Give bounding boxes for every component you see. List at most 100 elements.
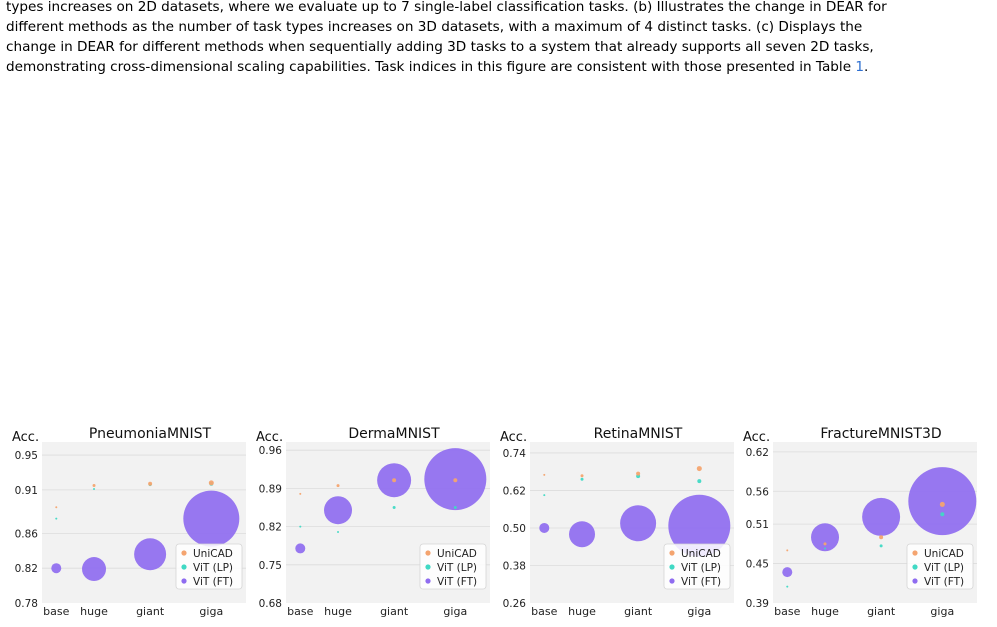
chart-title: FractureMNIST3D [820,426,941,442]
data-point [51,563,62,574]
data-point [183,490,240,547]
y-axis-label: Acc. [743,430,770,445]
data-point [295,543,306,554]
data-point [879,535,884,540]
x-tick-label: giant [867,605,896,618]
data-point [82,557,107,582]
legend-box [175,543,243,590]
legend-label: ViT (FT) [681,576,721,588]
data-point [134,538,167,571]
data-point [940,512,945,517]
caption-line: different methods as the number of task … [6,19,863,35]
caption-period: . [864,59,869,75]
x-tick-label: giga [687,605,711,618]
y-tick-label: 0.89 [259,483,282,495]
data-point [939,501,945,507]
y-tick-label: 0.50 [503,523,526,535]
charts-svg: 0.78 0.82 0.86 0.91 0.95 Acc. PneumoniaMNIST ba… [12,426,977,618]
data-point [811,523,840,552]
legend-label: ViT (FT) [437,576,477,588]
legend-marker [181,564,187,570]
x-tick-label: giga [199,605,223,618]
chart-panel: 0.26 0.38 0.50 0.62 0.74 Acc. RetinaMNIST base h… [500,426,734,618]
x-tick-label: base [774,605,800,618]
x-tick-label: giant [624,605,653,618]
legend-marker [669,550,675,556]
legend-label: UniCAD [193,548,233,560]
y-tick-label: 0.56 [746,486,770,498]
data-point [782,567,793,578]
legend-label: UniCAD [924,548,964,560]
data-point [392,478,397,483]
x-tick-label: base [287,605,313,618]
y-tick-label: 0.86 [15,528,39,540]
y-tick-label: 0.82 [259,522,282,534]
data-point [823,542,827,546]
y-axis-label: Acc. [500,430,527,445]
legend-label: UniCAD [681,548,721,560]
legend-label: ViT (LP) [193,562,233,574]
chart-title: RetinaMNIST [594,426,683,442]
x-tick-label: giant [380,605,409,618]
data-point [824,547,827,550]
chart-title: PneumoniaMNIST [89,426,212,442]
x-tick-label: huge [568,605,596,618]
y-tick-label: 0.82 [15,563,38,575]
legend-box [906,543,974,590]
data-point [337,531,340,534]
legend-marker [425,564,431,570]
y-tick-label: 0.62 [503,485,526,497]
chart-panel: 0.78 0.82 0.86 0.91 0.95 Acc. PneumoniaMNIST ba… [12,426,246,618]
legend-box [419,543,487,590]
y-tick-label: 0.74 [503,448,527,460]
data-point [453,478,458,483]
legend-marker [912,578,918,584]
y-tick-label: 0.75 [259,560,282,572]
x-tick-label: giga [443,605,467,618]
data-point [392,505,396,509]
y-tick-label: 0.96 [259,445,283,457]
data-point [580,477,584,481]
data-point [543,473,546,476]
y-axis-label: Acc. [256,430,283,445]
data-point [539,522,550,533]
data-point [569,521,596,548]
legend-marker [181,578,187,584]
y-tick-label: 0.62 [746,447,769,459]
x-tick-label: giant [136,605,165,618]
y-tick-label: 0.91 [15,485,38,497]
table-reference-link[interactable]: 1 [855,59,865,75]
legend-marker [669,578,675,584]
data-point [862,497,901,536]
y-tick-label: 0.26 [503,598,527,610]
data-point [620,505,657,542]
data-point [543,494,546,497]
caption-line: types increases on 2D datasets, where we… [6,0,887,15]
data-point [55,506,58,509]
caption-line: change in DEAR for different methods whe… [6,39,874,55]
x-tick-label: base [43,605,69,618]
y-tick-label: 0.39 [746,598,769,610]
figure-caption: types increases on 2D datasets, where we… [6,0,991,77]
caption-text: demonstrating cross-dimensional scaling … [6,59,856,75]
x-tick-label: giga [930,605,954,618]
legend-marker [912,564,918,570]
chart-title: DermaMNIST [348,426,440,442]
legend-marker [425,550,431,556]
x-tick-label: huge [811,605,839,618]
y-tick-label: 0.51 [746,519,769,531]
x-tick-label: huge [80,605,108,618]
x-tick-label: huge [324,605,352,618]
legend-label: ViT (LP) [924,562,964,574]
data-point [208,480,214,486]
x-tick-label: base [531,605,557,618]
legend-label: ViT (LP) [681,562,721,574]
data-point [92,484,96,488]
legend-marker [181,550,187,556]
legend-label: ViT (FT) [193,576,233,588]
legend-marker [669,564,675,570]
data-point [336,484,340,488]
y-tick-label: 0.95 [15,450,38,462]
y-tick-label: 0.78 [15,598,38,610]
